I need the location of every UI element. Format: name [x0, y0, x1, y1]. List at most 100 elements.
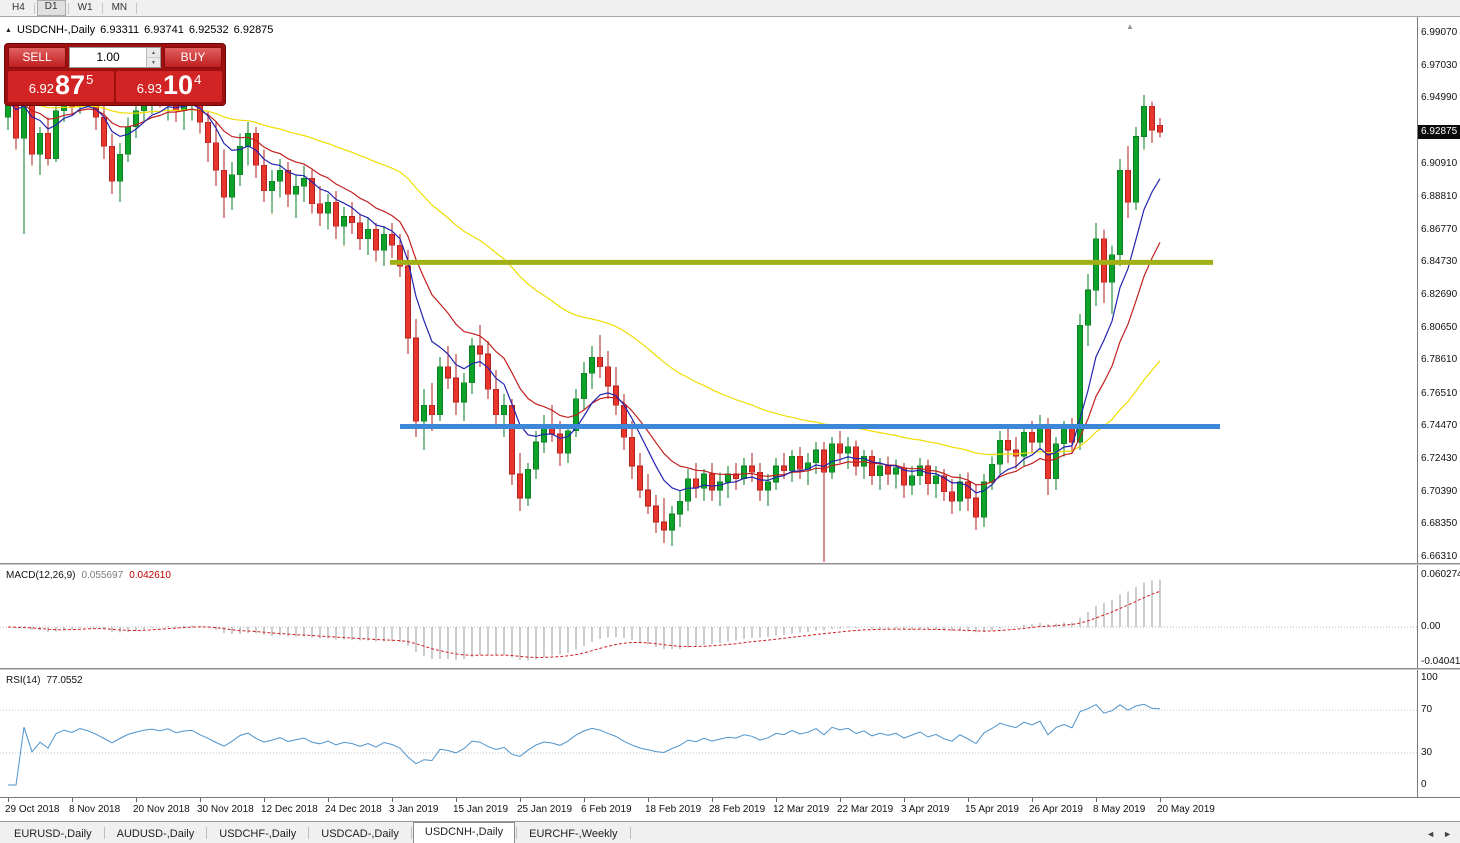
current-price-tag: 6.92875 [1418, 125, 1460, 139]
volume-decrease-button[interactable]: ▼ [147, 58, 160, 67]
date-label: 3 Apr 2019 [901, 804, 950, 815]
chart-area: ▲ USDCNH-,Daily 6.93311 6.93741 6.92532 … [0, 17, 1460, 821]
date-axis-tick [1160, 798, 1161, 802]
tab-separator [103, 827, 105, 839]
price-axis-label: 6.82690 [1421, 289, 1458, 300]
buy-price-prefix: 6.93 [136, 81, 163, 96]
timeframe-toolbar: H4 D1 W1 MN [0, 0, 1460, 17]
price-axis-label: 6.66310 [1421, 551, 1458, 562]
price-axis-label: 6.97030 [1421, 60, 1458, 71]
tab-scroll-arrows: ◄ ► [1426, 829, 1452, 839]
date-axis-tick [200, 798, 201, 802]
ohlc-close-value: 6.92875 [233, 24, 274, 36]
chart-tab-audusd-daily[interactable]: AUDUSD-,Daily [116, 828, 195, 840]
chart-tab-usdcad-daily[interactable]: USDCAD-,Daily [321, 828, 399, 840]
rsi-label: RSI(14) 77.0552 [6, 675, 83, 686]
chart-tab-bar: EURUSD-,Daily AUDUSD-,Daily USDCHF-,Daily U… [0, 821, 1460, 843]
sell-price-pip-digit: 5 [86, 72, 94, 87]
date-label: 22 Mar 2019 [837, 804, 894, 815]
date-axis-tick [776, 798, 777, 802]
spinner-up-icon: ▲ [151, 49, 156, 56]
price-axis-label: 6.78610 [1421, 354, 1458, 365]
date-axis-tick [8, 798, 9, 802]
timeframe-button-d1[interactable]: D1 [36, 0, 66, 16]
chart-tab-usdchf-daily[interactable]: USDCHF-,Daily [219, 828, 297, 840]
buy-price-big-digits: 10 [163, 70, 194, 100]
date-label: 25 Jan 2019 [517, 804, 573, 815]
price-chart-canvas[interactable] [0, 17, 1417, 563]
macd-axis-label: 0.060274 [1421, 569, 1460, 580]
ohlc-low-value: 6.92532 [188, 24, 229, 36]
date-axis-tick [648, 798, 649, 802]
price-axis[interactable]: 6.99070 6.97030 6.94990 6.90910 6.88810 6.867… [1417, 17, 1460, 797]
date-axis-tick [1032, 798, 1033, 802]
date-axis[interactable]: 29 Oct 2018 8 Nov 2018 20 Nov 2018 30 Nov 2… [0, 797, 1460, 821]
volume-spinner: ▲ ▼ [146, 48, 160, 67]
rsi-axis-label: 30 [1421, 747, 1433, 758]
price-axis-label: 6.99070 [1421, 27, 1458, 38]
panel-divider-macd[interactable] [0, 563, 1460, 565]
collapse-trade-panel-icon[interactable]: ▲ [5, 26, 12, 34]
ohlc-high-value: 6.93741 [144, 24, 184, 36]
date-label: 15 Apr 2019 [965, 804, 1019, 815]
date-label: 29 Oct 2018 [5, 804, 60, 815]
one-click-trading-panel: SELL 1.00 ▲ ▼ BUY 6.92 87 5 6.93 [4, 43, 226, 106]
volume-increase-button[interactable]: ▲ [147, 48, 160, 58]
sell-button[interactable]: SELL [8, 47, 66, 68]
rsi-indicator-canvas[interactable] [0, 670, 1417, 797]
rsi-axis-label: 0 [1421, 779, 1427, 790]
date-axis-tick [968, 798, 969, 802]
date-label: 28 Feb 2019 [709, 804, 766, 815]
chart-tab-usdcnh-daily[interactable]: USDCNH-,Daily [412, 822, 516, 843]
date-axis-tick [136, 798, 137, 802]
timeframe-button-mn[interactable]: MN [111, 2, 128, 13]
sell-price-prefix: 6.92 [28, 81, 55, 96]
sell-price-display[interactable]: 6.92 87 5 [8, 71, 114, 102]
price-axis-label: 6.70390 [1421, 486, 1458, 497]
date-axis-tick [72, 798, 73, 802]
date-label: 15 Jan 2019 [453, 804, 509, 815]
buy-price-pip-digit: 4 [194, 72, 202, 87]
rsi-value: 77.0552 [46, 675, 83, 686]
chart-header: ▲ USDCNH-,Daily 6.93311 6.93741 6.92532 … [5, 24, 273, 36]
macd-indicator-canvas[interactable] [0, 565, 1417, 668]
toolbar-separator [67, 2, 69, 14]
buy-button[interactable]: BUY [164, 47, 222, 68]
toolbar-separator [136, 2, 138, 14]
tab-separator [516, 827, 518, 839]
macd-axis-label: 0.00 [1421, 621, 1441, 632]
tab-separator [308, 827, 310, 839]
rsi-title: RSI(14) [6, 675, 41, 686]
macd-value: 0.055697 [81, 570, 124, 581]
sell-price-big-digits: 87 [55, 70, 86, 100]
timeframe-button-h4[interactable]: H4 [12, 2, 25, 13]
date-axis-tick [840, 798, 841, 802]
date-axis-tick [264, 798, 265, 802]
date-axis-tick [392, 798, 393, 802]
tab-scroll-right-button[interactable]: ► [1443, 829, 1452, 839]
date-label: 8 Nov 2018 [69, 804, 121, 815]
price-axis-label: 6.88810 [1421, 191, 1458, 202]
date-axis-tick [904, 798, 905, 802]
toolbar-separator [33, 2, 35, 14]
chart-tab-eurusd-daily[interactable]: EURUSD-,Daily [14, 828, 92, 840]
panel-divider-rsi[interactable] [0, 668, 1460, 670]
date-label: 30 Nov 2018 [197, 804, 254, 815]
price-axis-label: 6.84730 [1421, 256, 1458, 267]
date-label: 3 Jan 2019 [389, 804, 439, 815]
tab-separator [629, 827, 631, 839]
date-label: 6 Feb 2019 [581, 804, 632, 815]
volume-field[interactable]: 1.00 ▲ ▼ [69, 47, 161, 68]
timeframe-button-w1[interactable]: W1 [77, 2, 93, 13]
date-label: 20 Nov 2018 [133, 804, 190, 815]
ohlc-open-value: 6.93311 [100, 24, 140, 36]
volume-value[interactable]: 1.00 [96, 50, 120, 64]
date-axis-tick [712, 798, 713, 802]
date-label: 12 Mar 2019 [773, 804, 830, 815]
price-axis-label: 6.90910 [1421, 158, 1458, 169]
buy-price-display[interactable]: 6.93 10 4 [116, 71, 222, 102]
chart-tab-eurchf-weekly[interactable]: EURCHF-,Weekly [529, 828, 618, 840]
tab-scroll-left-button[interactable]: ◄ [1426, 829, 1436, 839]
date-label: 8 May 2019 [1093, 804, 1146, 815]
price-axis-label: 6.80650 [1421, 322, 1458, 333]
